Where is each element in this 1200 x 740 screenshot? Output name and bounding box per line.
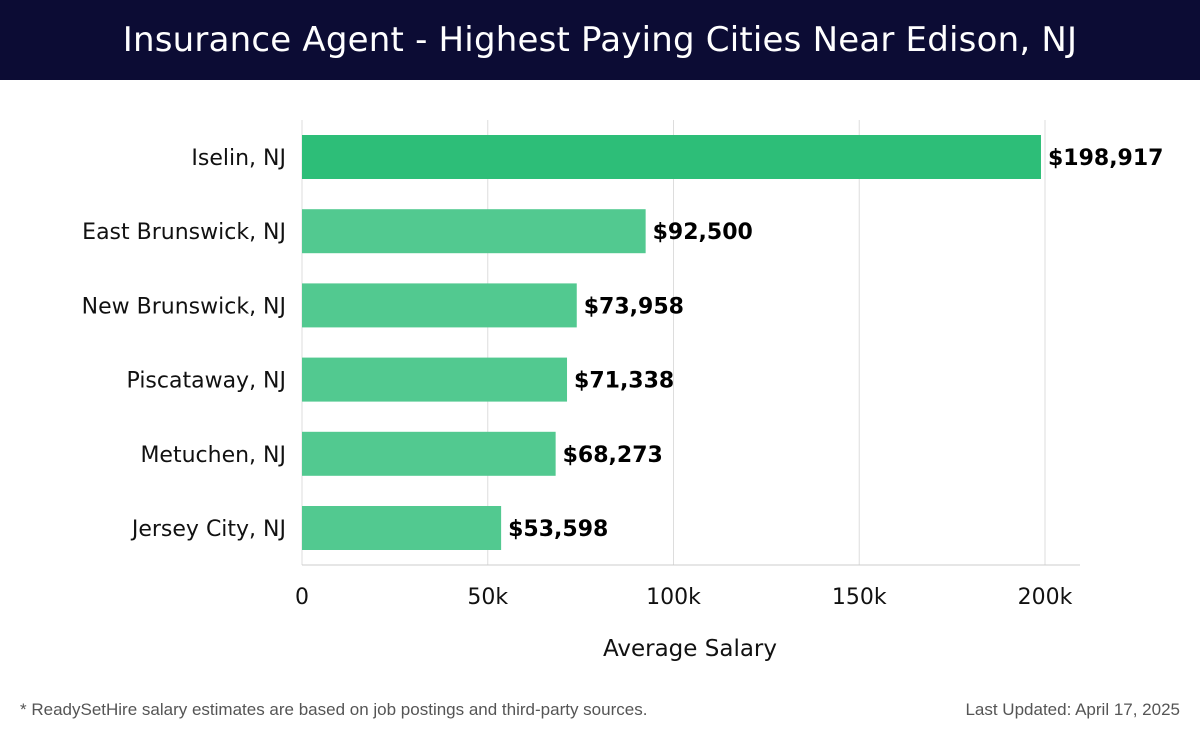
x-tick-label: 150k: [832, 585, 887, 610]
category-label: New Brunswick, NJ: [82, 294, 286, 319]
bar-4: [302, 431, 556, 476]
category-label: East Brunswick, NJ: [82, 220, 286, 245]
labels: 0 50k 100k 150k 200k Iselin, NJ $198,917 East B…: [82, 146, 1164, 610]
grid-lines: [301, 120, 1080, 566]
x-tick-label: 50k: [467, 585, 508, 610]
bar-1: [302, 209, 646, 254]
category-label: Iselin, NJ: [191, 146, 286, 171]
value-label: $92,500: [653, 220, 753, 245]
chart-title: Insurance Agent - Highest Paying Cities …: [122, 20, 1078, 60]
category-label: Piscataway, NJ: [127, 369, 286, 394]
chart-header: Insurance Agent - Highest Paying Cities …: [0, 0, 1200, 80]
bar-2: [302, 283, 577, 328]
x-axis-label: Average Salary: [603, 636, 777, 662]
value-label: $68,273: [563, 443, 663, 468]
footnote-text: * ReadySetHire salary estimates are base…: [20, 700, 648, 719]
bar-3: [302, 357, 568, 402]
value-label: $73,958: [584, 294, 684, 319]
chart-footer: * ReadySetHire salary estimates are base…: [0, 700, 1200, 726]
category-label: Metuchen, NJ: [140, 443, 286, 468]
x-tick-label: 100k: [646, 585, 701, 610]
value-label: $53,598: [508, 517, 608, 542]
bar-0: [302, 135, 1041, 179]
value-label: $71,338: [574, 369, 674, 394]
bars: [302, 135, 1041, 550]
category-label: Jersey City, NJ: [130, 517, 286, 542]
x-tick-label: 0: [295, 585, 309, 610]
value-label: $198,917: [1048, 146, 1164, 171]
bar-chart: 0 50k 100k 150k 200k Iselin, NJ $198,917 East B…: [82, 120, 1164, 662]
bar-5: [302, 506, 502, 550]
x-tick-label: 200k: [1018, 585, 1073, 610]
last-updated-text: Last Updated: April 17, 2025: [965, 700, 1180, 719]
